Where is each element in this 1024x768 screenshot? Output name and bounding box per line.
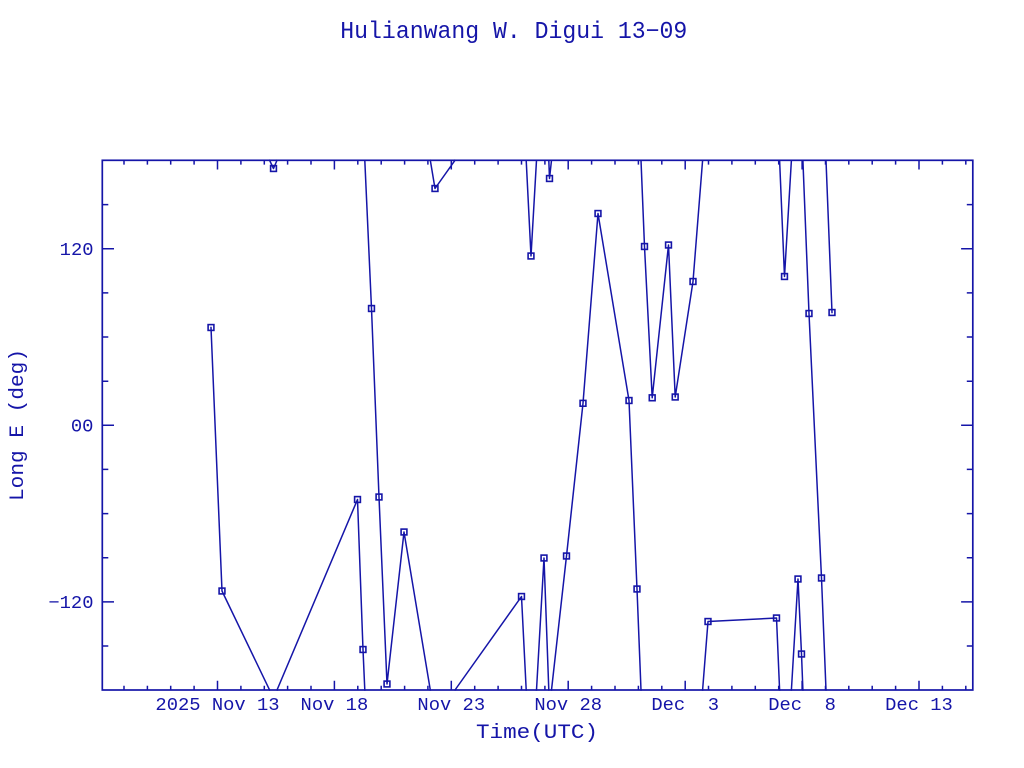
svg-text:Nov 28: Nov 28 xyxy=(534,696,602,716)
svg-text:Hulianwang W. Digui 13−09: Hulianwang W. Digui 13−09 xyxy=(340,19,687,46)
svg-text:Dec 13: Dec 13 xyxy=(885,696,953,716)
svg-text:Time(UTC): Time(UTC) xyxy=(476,722,598,745)
svg-text:120: 120 xyxy=(60,241,94,261)
svg-text:Nov 23: Nov 23 xyxy=(417,696,485,716)
svg-text:Dec 8: Dec 8 xyxy=(768,696,836,716)
svg-text:00: 00 xyxy=(71,418,94,438)
svg-text:Nov 18: Nov 18 xyxy=(301,696,369,716)
svg-text:−120: −120 xyxy=(48,594,93,614)
svg-text:Long E (deg): Long E (deg) xyxy=(7,349,30,501)
svg-text:Dec 3: Dec 3 xyxy=(651,696,719,716)
svg-text:2025 Nov 13: 2025 Nov 13 xyxy=(155,696,279,716)
